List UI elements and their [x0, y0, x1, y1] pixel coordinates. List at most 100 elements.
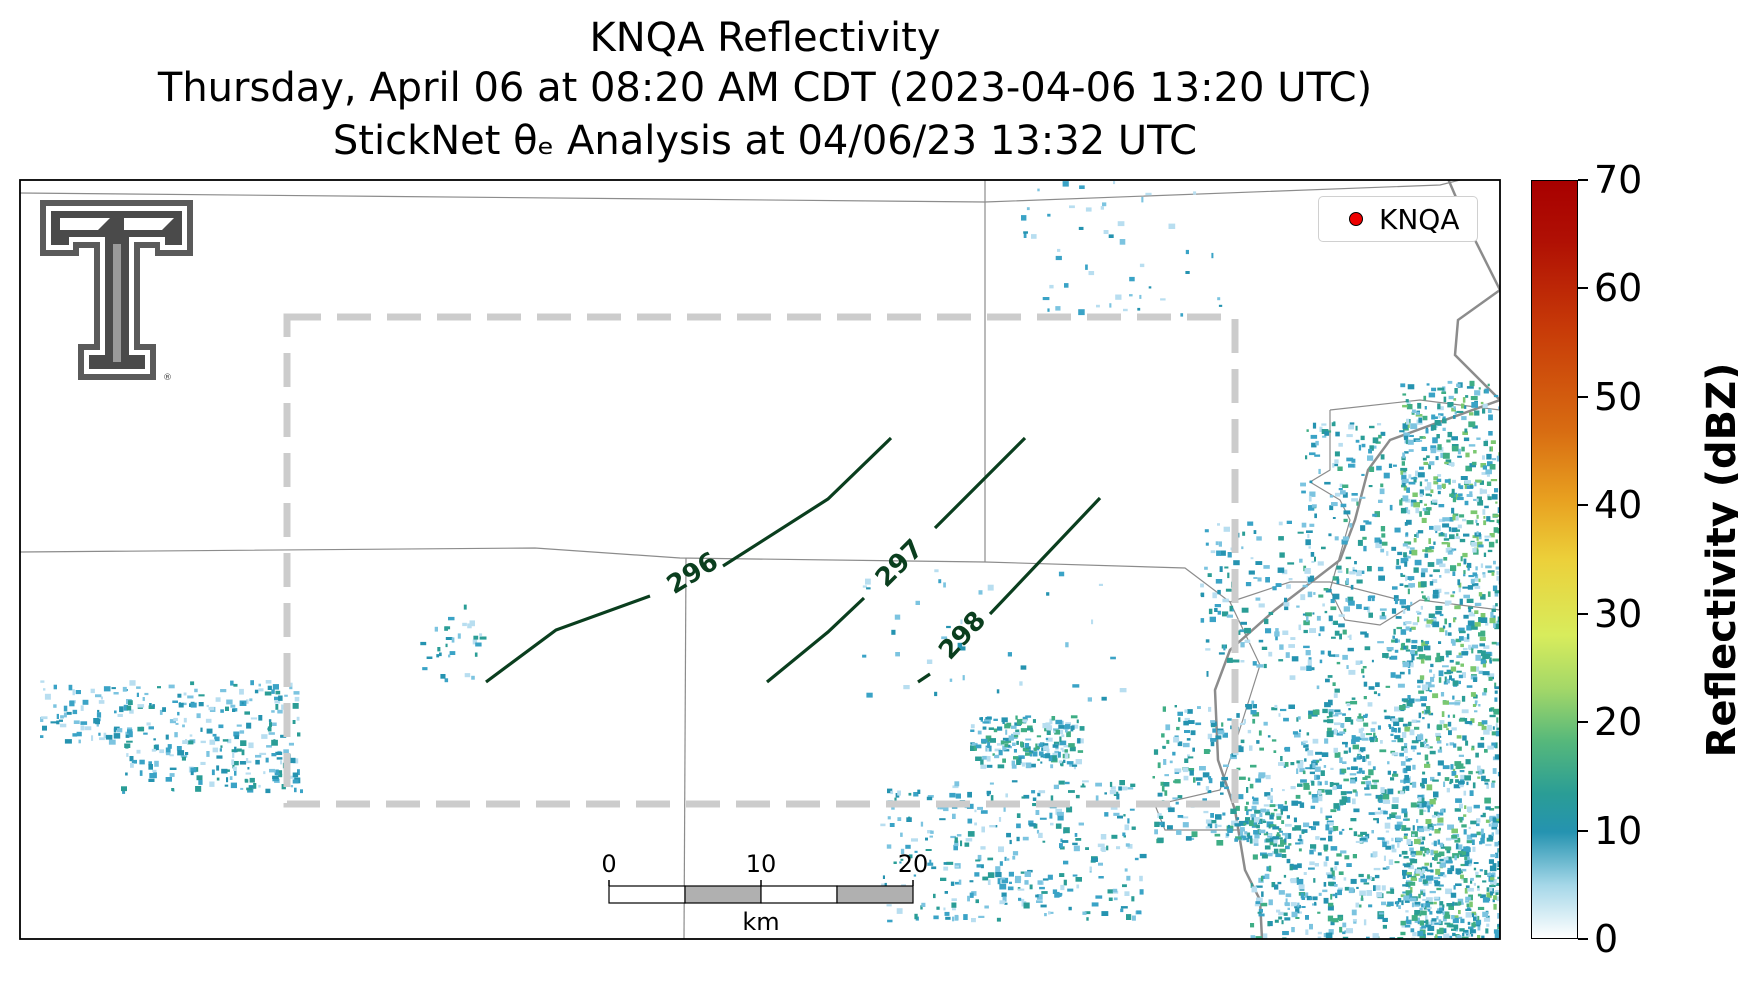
echo-pixel [1484, 535, 1492, 538]
echo-pixel [1363, 696, 1367, 700]
echo-pixel [1465, 912, 1472, 918]
echo-pixel [1235, 836, 1242, 840]
echo-pixel [1371, 830, 1374, 834]
echo-pixel [1229, 605, 1234, 612]
echo-pixel [159, 709, 163, 715]
echo-pixel [296, 716, 300, 721]
echo-pixel [972, 742, 978, 746]
echo-pixel [1251, 886, 1258, 893]
echo-pixel [1346, 767, 1351, 770]
echo-pixel [1313, 592, 1316, 595]
echo-pixel [1493, 527, 1498, 533]
echo-pixel [1352, 744, 1360, 750]
echo-pixel [1487, 383, 1490, 387]
echo-pixel [1406, 401, 1411, 407]
echo-pixel [90, 688, 95, 694]
echo-pixel [1184, 717, 1190, 724]
echo-pixel [1425, 906, 1428, 910]
echo-pixel [1394, 649, 1399, 653]
echo-pixel [1239, 723, 1245, 725]
echo-pixel [1452, 714, 1456, 718]
echo-pixel [148, 761, 152, 766]
echo-pixel [1489, 657, 1492, 663]
echo-pixel [1330, 606, 1337, 611]
echo-pixel [1348, 887, 1354, 894]
echo-pixel [995, 866, 1001, 873]
echo-pixel [1411, 719, 1418, 723]
echo-pixel [1065, 722, 1071, 726]
echo-pixel [1214, 833, 1221, 837]
echo-pixel [173, 717, 178, 722]
echo-pixel [1188, 720, 1195, 724]
echo-pixel [1288, 843, 1292, 846]
echo-pixel [1036, 735, 1042, 738]
echo-pixel [1122, 884, 1127, 888]
echo-pixel [1305, 539, 1311, 546]
echo-pixel [955, 865, 959, 868]
echo-pixel [1404, 439, 1407, 444]
echo-pixel [1054, 891, 1060, 898]
echo-pixel [1098, 583, 1103, 586]
echo-pixel [1108, 234, 1114, 238]
echo-pixel [1465, 465, 1472, 472]
echo-pixel [920, 821, 924, 827]
echo-pixel [1484, 388, 1489, 394]
echo-pixel [1478, 632, 1482, 637]
echo-pixel [1346, 791, 1353, 794]
echo-pixel [1064, 749, 1068, 753]
echo-pixel [1405, 706, 1410, 709]
echo-pixel [1391, 639, 1397, 643]
echo-pixel [1482, 509, 1486, 515]
echo-pixel [1072, 724, 1079, 729]
echo-pixel [1432, 499, 1438, 503]
echo-pixel [1481, 650, 1486, 657]
echo-pixel [1325, 932, 1333, 939]
echo-pixel [1348, 424, 1354, 430]
echo-pixel [1052, 889, 1058, 894]
echo-pixel [1283, 717, 1289, 722]
echo-pixel [1299, 760, 1304, 765]
echo-pixel [1419, 913, 1422, 917]
echo-pixel [1468, 770, 1473, 775]
echo-pixel [990, 795, 994, 801]
echo-pixel [1343, 606, 1350, 612]
echo-pixel [1326, 731, 1334, 738]
echo-pixel [1361, 895, 1364, 901]
echo-pixel [1395, 616, 1402, 619]
echo-pixel [1311, 504, 1317, 508]
echo-pixel [1346, 928, 1353, 934]
echo-pixel [1449, 702, 1455, 705]
echo-pixel [1401, 461, 1405, 466]
echo-pixel [1448, 904, 1454, 910]
echo-pixel [1267, 735, 1271, 738]
echo-pixel [190, 771, 194, 776]
echo-pixel [1252, 718, 1256, 724]
echo-pixel [1409, 893, 1413, 900]
echo-pixel [153, 772, 157, 779]
echo-pixel [1324, 481, 1331, 485]
echo-pixel [1429, 669, 1433, 673]
echo-pixel [1318, 892, 1322, 896]
echo-pixel [1216, 550, 1221, 556]
echo-pixel [1307, 750, 1314, 756]
echo-pixel [1422, 415, 1428, 421]
echo-pixel [1250, 557, 1254, 560]
echo-pixel [1442, 700, 1449, 705]
echo-pixel [1120, 908, 1124, 913]
echo-pixel [914, 913, 918, 920]
echo-pixel [1482, 833, 1486, 839]
echo-pixel [1415, 850, 1423, 856]
echo-pixel [1437, 490, 1441, 495]
echo-pixel [1433, 481, 1439, 485]
echo-pixel [1395, 565, 1401, 570]
echo-pixel [1415, 698, 1421, 702]
echo-pixel [1474, 481, 1477, 487]
echo-pixel [1048, 911, 1051, 915]
echo-pixel [1434, 829, 1441, 834]
echo-pixel [1056, 811, 1064, 816]
echo-pixel [1351, 739, 1356, 745]
echo-pixel [996, 689, 1000, 694]
echo-pixel [1477, 915, 1480, 921]
echo-pixel [1284, 838, 1287, 843]
echo-pixel [56, 720, 60, 725]
